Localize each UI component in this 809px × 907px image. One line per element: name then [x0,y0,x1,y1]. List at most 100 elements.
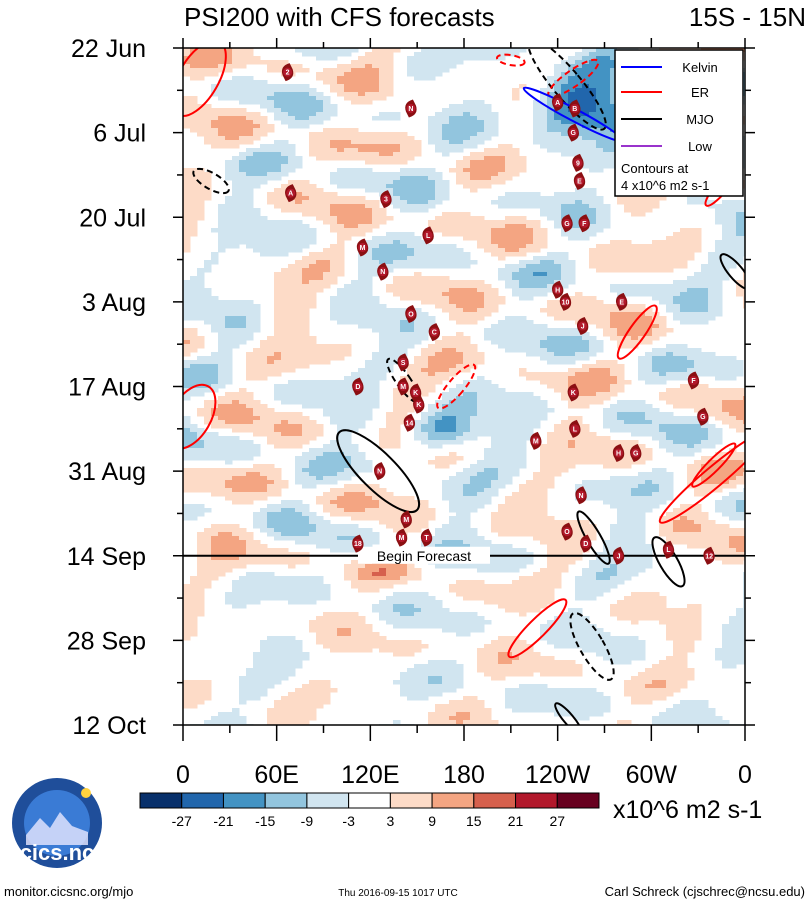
field-cell [575,144,583,149]
field-cell [526,348,534,353]
field-cell [197,300,205,305]
field-cell [330,104,338,109]
field-cell [246,408,254,413]
field-cell [715,212,723,217]
field-cell [624,284,632,289]
field-cell [708,412,716,417]
field-cell [225,168,233,173]
field-cell [316,252,324,257]
field-cell [547,128,555,133]
field-cell [435,200,443,205]
field-cell [701,300,709,305]
field-cell [358,412,366,417]
field-cell [309,300,317,305]
field-cell [323,264,331,269]
field-cell [512,228,520,233]
field-cell [645,200,653,205]
field-cell [288,412,296,417]
field-cell [533,276,541,281]
field-cell [211,376,219,381]
field-cell [568,356,576,361]
field-cell [337,308,345,313]
field-cell [442,360,450,365]
field-cell [596,116,604,121]
field-cell [470,220,478,225]
field-cell [253,176,261,181]
field-cell [610,68,618,73]
field-cell [337,320,345,325]
field-cell [435,192,443,197]
field-cell [484,380,492,385]
field-cell [589,212,597,217]
field-cell [393,140,401,145]
field-cell [715,412,723,417]
field-cell [281,416,289,421]
field-cell [498,236,506,241]
field-cell [323,412,331,417]
field-cell [407,156,415,161]
field-cell [715,260,723,265]
field-cell [295,312,303,317]
field-cell [715,208,723,213]
field-cell [386,64,394,69]
field-cell [470,348,478,353]
field-cell [673,348,681,353]
field-cell [575,112,583,117]
field-cell [393,136,401,141]
field-cell [204,268,212,273]
field-cell [225,416,233,421]
field-cell [288,388,296,393]
field-cell [519,276,527,281]
field-cell [386,308,394,313]
field-cell [694,308,702,313]
field-cell [393,232,401,237]
field-cell [225,52,233,57]
field-cell [330,404,338,409]
field-cell [603,252,611,257]
field-cell [610,156,618,161]
field-cell [519,416,527,421]
field-cell [547,88,555,93]
field-cell [547,348,555,353]
field-cell [232,408,240,413]
field-cell [582,104,590,109]
field-cell [323,200,331,205]
field-cell [526,228,534,233]
field-cell [442,188,450,193]
field-cell [715,284,723,289]
field-cell [274,416,282,421]
field-cell [624,408,632,413]
field-cell [477,356,485,361]
field-cell [561,348,569,353]
field-cell [414,260,422,265]
field-cell [428,176,436,181]
field-cell [645,256,653,261]
field-cell [694,356,702,361]
field-cell [211,416,219,421]
field-cell [239,180,247,185]
field-cell [365,240,373,245]
field-cell [554,348,562,353]
field-cell [281,280,289,285]
field-cell [197,192,205,197]
field-cell [526,192,534,197]
field-cell [631,420,639,425]
field-cell [197,304,205,309]
field-cell [267,424,275,429]
field-cell [743,88,745,93]
field-cell [407,240,415,245]
field-cell [337,272,345,277]
field-cell [610,336,618,341]
field-cell [288,100,296,105]
field-cell [267,228,275,233]
field-cell [344,296,352,301]
field-cell [554,64,562,69]
field-cell [260,104,268,109]
field-cell [183,284,191,289]
field-cell [323,108,331,113]
field-cell [197,72,205,77]
field-cell [365,412,373,417]
field-cell [330,80,338,85]
field-cell [554,304,562,309]
field-cell [260,96,268,101]
